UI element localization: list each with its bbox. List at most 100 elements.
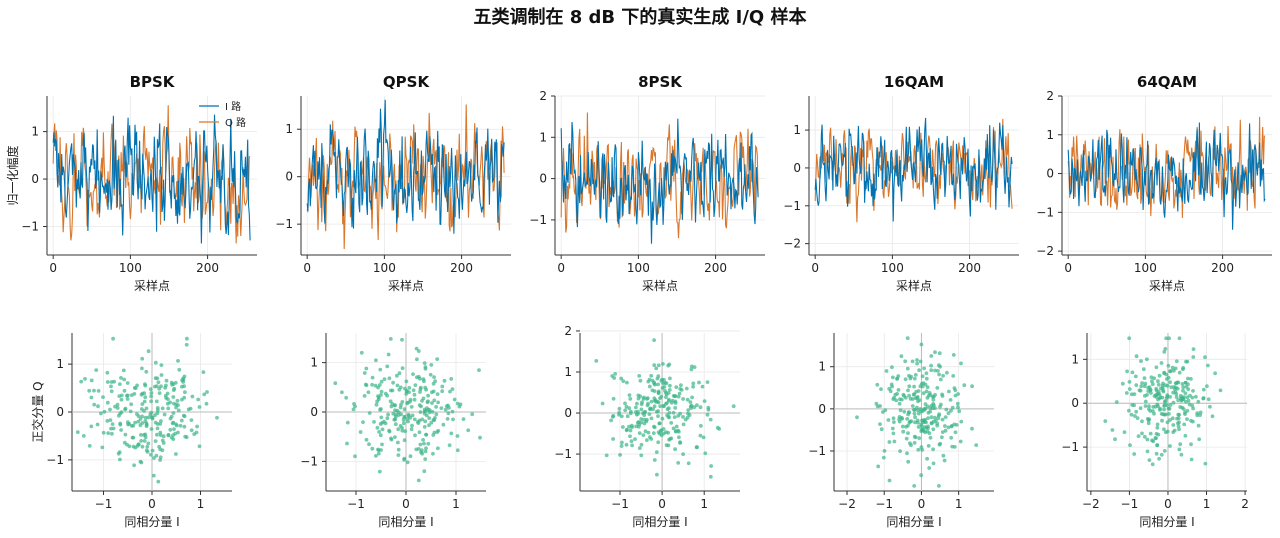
scatter-point [159,419,163,423]
scatter-point [912,441,917,445]
scatter-point [915,420,920,425]
scatter-point [379,389,384,394]
scatter-point [881,455,886,460]
scatter-point [692,365,697,369]
scatter-point [1174,359,1179,364]
scatter-point [923,402,928,407]
scatter-point [1155,443,1160,448]
scatter-point [1167,412,1171,416]
scatter-point [132,386,137,390]
scatter-point [912,408,917,412]
y-tick-label: 1 [818,360,826,374]
scatter-point [1140,419,1144,424]
scatter-point [1179,398,1184,403]
scatter-point [1185,408,1190,413]
y-tick-label: −1 [1036,205,1054,219]
scatter-point [374,454,378,458]
scatter-point [378,367,383,372]
scatter-point [1125,369,1129,374]
scatter-point [1177,427,1181,432]
scatter-point [115,406,120,410]
legend: I 路 Q 路 [199,100,246,129]
scatter-point [1156,379,1160,384]
y-tick-label: 0 [1071,396,1079,410]
scatter-point [1206,397,1211,402]
scatter-point [142,439,147,443]
scatter-point [154,453,159,458]
scatter-point [374,358,378,363]
scatter-point [157,386,162,391]
scatter-point [149,399,154,404]
scatter-point [1156,432,1161,437]
scatter-point [135,412,139,416]
scatter-point [662,404,666,409]
scatter-point [958,439,963,444]
scatter-point [898,449,902,453]
scatter-point [146,349,151,354]
scatter-point [377,430,381,434]
scatter-point [887,440,892,444]
scatter-point [376,385,380,390]
scatter-point [645,403,650,408]
scatter-point [636,409,640,414]
y-tick-label: 0 [1046,167,1054,181]
scatter-point [158,422,163,426]
scatter-point [953,393,958,398]
scatter-point [1171,423,1176,427]
scatter-point [92,388,96,393]
scatter-point [945,370,949,375]
scatter-point [79,379,84,384]
scatter-point [429,420,434,425]
scatter-point [924,376,929,381]
scatter-point [89,378,94,383]
scatter-point [905,417,910,421]
scatter-point [197,444,202,449]
scatter-point [892,439,897,444]
scatter-point [379,379,384,384]
scatter-point [125,420,130,424]
scatter-point [895,376,900,381]
scatter-point [903,377,908,382]
scatter-point [1140,431,1144,436]
scatter-point [96,389,101,393]
scatter-point [160,406,165,411]
scatter-point [1127,336,1132,341]
scatter-point [466,428,471,433]
i-path-line [814,117,1013,222]
scatter-point [649,373,654,378]
scatter-point [100,445,105,450]
scatter-point [678,440,682,444]
scatter-point [410,423,414,428]
scatter-point [611,437,615,441]
scatter-point [95,422,100,427]
scatter-point [92,402,97,407]
scatter-point [382,419,386,424]
scatter-point [926,424,930,429]
scatter-point [900,424,905,429]
scatter-point [416,420,420,424]
scatter-point [1128,443,1132,447]
y-tick-label: −1 [300,454,318,468]
scatter-point [1137,388,1142,393]
scatter-point [955,401,960,406]
scatter-point [931,397,936,402]
scatter-point [423,365,428,369]
scatter-point [1177,370,1182,375]
scatter-point [681,397,685,401]
scatter-point [1182,395,1186,399]
scatter-point [171,388,176,392]
scatter-point [102,409,107,414]
scatter-point [1140,381,1144,385]
scatter-point [912,411,917,416]
scatter-point [908,397,913,401]
scatter-point [403,386,407,391]
scatter-point [661,431,666,436]
scatter-point [398,424,403,428]
scatter-point [893,392,898,397]
x-tick-label: 1 [197,497,205,511]
scatter-point [1113,437,1117,442]
scatter-point [1139,384,1144,389]
scatter-point [119,397,124,402]
scatter-point [645,396,650,400]
scatter-point [661,362,665,366]
